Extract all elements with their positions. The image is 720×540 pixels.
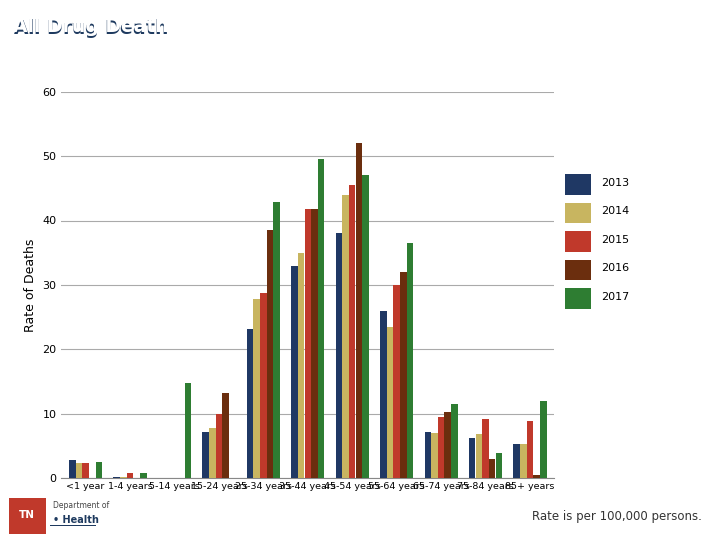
Bar [260, 293, 266, 478]
Bar [362, 176, 369, 478]
Bar [495, 454, 502, 478]
Bar [184, 383, 191, 478]
Bar [407, 243, 413, 478]
Bar [127, 472, 133, 478]
Bar [318, 159, 325, 478]
Bar [482, 418, 489, 478]
Bar [298, 253, 305, 478]
Bar [209, 428, 215, 478]
Bar [342, 195, 348, 478]
Bar [469, 438, 475, 478]
Bar [291, 266, 298, 478]
Bar [267, 230, 274, 478]
Bar [114, 477, 120, 478]
Bar [565, 260, 591, 280]
Y-axis label: Rate of Deaths: Rate of Deaths [24, 238, 37, 332]
Bar [565, 231, 591, 252]
Text: • Health: • Health [53, 515, 99, 525]
Bar [380, 310, 387, 478]
Text: $\mathbf{All\ Drug\ Death\ }$: $\mathbf{All\ Drug\ Death\ }$ [13, 17, 168, 40]
Bar [476, 434, 482, 478]
Bar [400, 272, 407, 478]
Bar [431, 433, 438, 478]
Bar [451, 404, 458, 478]
Bar [140, 472, 147, 478]
Bar [387, 327, 393, 478]
Bar [489, 458, 495, 478]
Bar [222, 393, 229, 478]
Bar [425, 431, 431, 478]
Bar [513, 444, 520, 478]
Text: Rate is per 100,000 persons.: Rate is per 100,000 persons. [532, 510, 702, 523]
Text: 2015: 2015 [601, 235, 629, 245]
Bar [438, 417, 444, 478]
Text: 2014: 2014 [601, 206, 629, 216]
Bar [76, 463, 82, 478]
Bar [336, 233, 342, 478]
Bar [120, 477, 127, 478]
Bar [311, 209, 318, 478]
Text: 2013-2017: 2013-2017 [13, 58, 125, 78]
Text: All Drug Death Rates by Age Distribution,: All Drug Death Rates by Age Distribution… [13, 17, 454, 36]
Text: Department of: Department of [53, 501, 109, 510]
Bar [96, 462, 102, 478]
Bar [565, 203, 591, 224]
Bar [50, 524, 96, 526]
Bar [393, 285, 400, 478]
Bar [565, 288, 591, 309]
Bar [444, 412, 451, 478]
Text: All Drug Death: All Drug Death [13, 17, 175, 36]
Bar [9, 498, 46, 534]
Bar [69, 460, 76, 478]
Bar [534, 475, 540, 478]
Text: 2013: 2013 [601, 178, 629, 188]
Text: TN: TN [19, 510, 35, 520]
Bar [349, 185, 356, 478]
Bar [202, 431, 209, 478]
Bar [356, 143, 362, 478]
Bar [520, 444, 526, 478]
Bar [82, 463, 89, 478]
Bar [565, 174, 591, 195]
Bar [253, 299, 260, 478]
Bar [527, 421, 534, 478]
Bar [216, 414, 222, 478]
Bar [305, 209, 311, 478]
Bar [274, 202, 280, 478]
Text: 2016: 2016 [601, 264, 629, 273]
Bar [540, 401, 546, 478]
Bar [247, 329, 253, 478]
Text: 2017: 2017 [601, 292, 629, 302]
